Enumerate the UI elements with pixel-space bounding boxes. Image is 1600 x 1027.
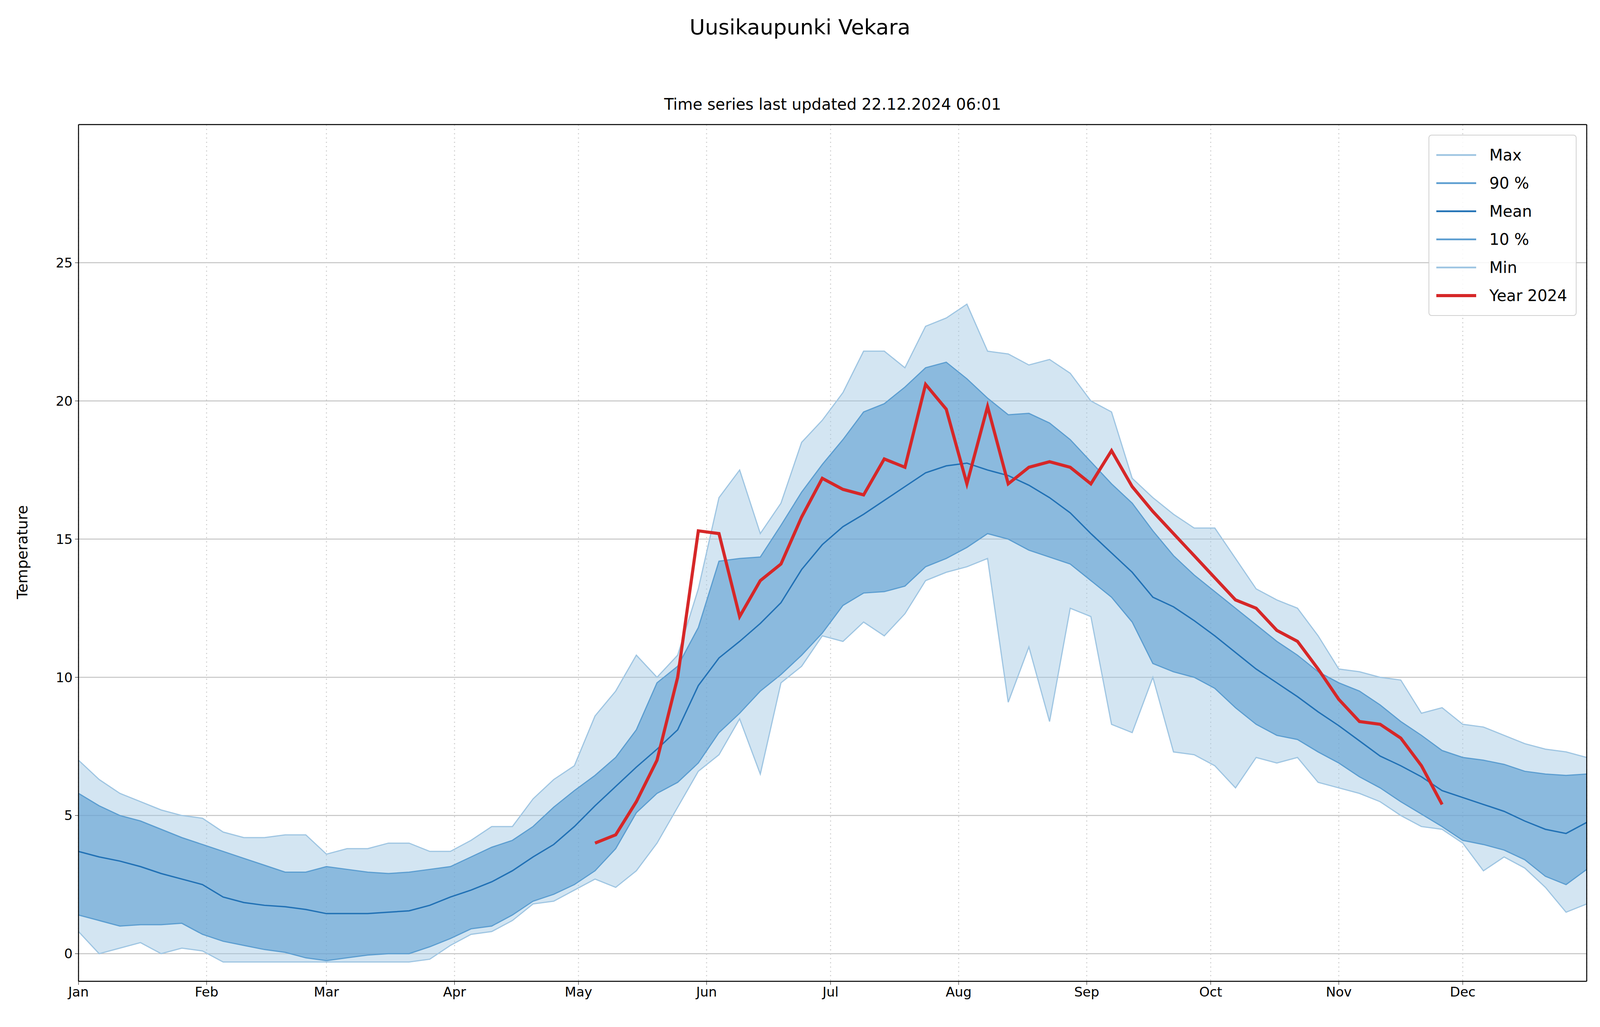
- html-text:Year 2024: Year 2024: [1489, 286, 1568, 305]
- html-text:Min: Min: [1489, 258, 1518, 277]
- svg-text:Feb: Feb: [194, 984, 219, 1000]
- svg-text:Apr: Apr: [442, 984, 467, 1000]
- svg-text:Jun: Jun: [695, 984, 717, 1000]
- html-text:90 %: 90 %: [1489, 174, 1530, 193]
- svg-text:Aug: Aug: [945, 984, 972, 1000]
- svg-text:15: 15: [55, 531, 73, 548]
- svg-text:10: 10: [55, 669, 73, 686]
- html-text:Max: Max: [1489, 146, 1522, 165]
- svg-text:Dec: Dec: [1450, 984, 1476, 1000]
- svg-text:Oct: Oct: [1199, 984, 1223, 1000]
- html-text:Temperature: Temperature: [13, 505, 31, 600]
- html-text:Uusikaupunki Vekara: Uusikaupunki Vekara: [689, 14, 911, 40]
- svg-text:Mar: Mar: [314, 984, 340, 1000]
- svg-text:May: May: [564, 984, 593, 1000]
- svg-text:20: 20: [55, 393, 73, 409]
- html-text:Time series last updated 22.12: Time series last updated 22.12.2024 06:0…: [664, 95, 1002, 114]
- svg-text:25: 25: [55, 255, 73, 271]
- svg-text:Jan: Jan: [67, 984, 89, 1000]
- html-text:10 %: 10 %: [1489, 230, 1530, 249]
- svg-text:0: 0: [64, 946, 73, 962]
- svg-text:Sep: Sep: [1074, 984, 1100, 1000]
- svg-text:Nov: Nov: [1325, 984, 1352, 1000]
- svg-text:Jul: Jul: [821, 984, 839, 1000]
- html-text:Mean: Mean: [1489, 202, 1532, 221]
- svg-text:5: 5: [64, 807, 73, 824]
